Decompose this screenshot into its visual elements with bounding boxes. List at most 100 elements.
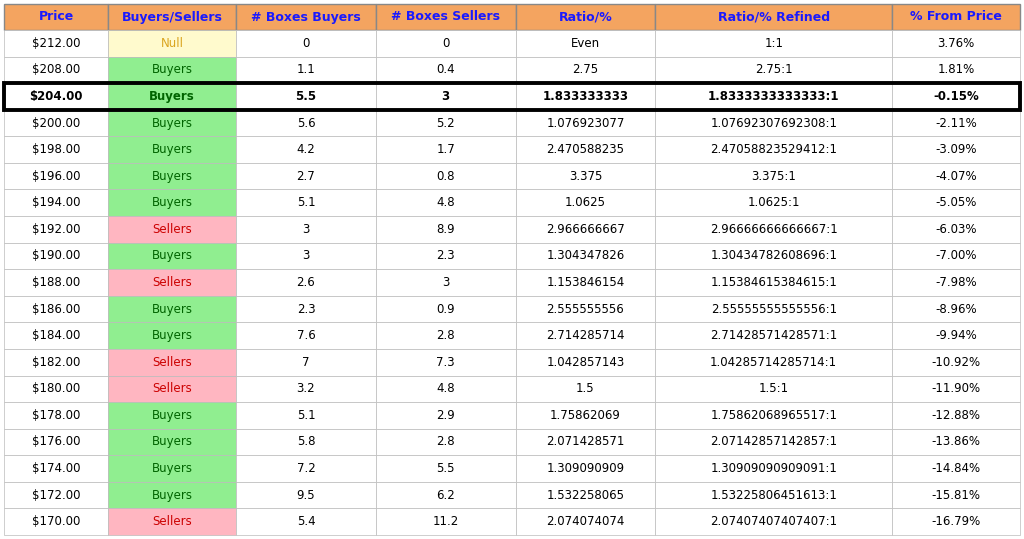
Text: 7.3: 7.3 [436, 356, 455, 369]
Bar [109, 110, 237, 136]
Bar [237, 402, 376, 429]
Bar [237, 110, 376, 136]
Text: 1.833333333: 1.833333333 [543, 90, 629, 103]
Bar [376, 57, 515, 83]
Text: -3.09%: -3.09% [935, 143, 977, 156]
Bar [237, 83, 376, 110]
Bar [892, 57, 1020, 83]
Text: $198.00: $198.00 [32, 143, 80, 156]
Bar [376, 4, 515, 30]
Bar [515, 269, 655, 296]
Text: 1.30909090909091:1: 1.30909090909091:1 [711, 462, 838, 475]
Text: 1.30434782608696:1: 1.30434782608696:1 [711, 250, 838, 262]
Bar [515, 349, 655, 376]
Text: 1.04285714285714:1: 1.04285714285714:1 [710, 356, 838, 369]
Text: Buyers: Buyers [152, 329, 193, 342]
Text: 5.4: 5.4 [297, 515, 315, 528]
Text: 0.8: 0.8 [436, 170, 455, 183]
Text: -16.79%: -16.79% [932, 515, 981, 528]
Text: 1:1: 1:1 [764, 37, 783, 50]
Text: 5.2: 5.2 [436, 116, 455, 129]
Bar [655, 322, 892, 349]
Text: -4.07%: -4.07% [935, 170, 977, 183]
Text: 1.5:1: 1.5:1 [759, 382, 788, 395]
Bar [4, 508, 109, 535]
Text: Buyers: Buyers [152, 196, 193, 209]
Text: $190.00: $190.00 [32, 250, 80, 262]
Bar [376, 110, 515, 136]
Text: 3.2: 3.2 [297, 382, 315, 395]
Bar [237, 455, 376, 482]
Text: 2.07407407407407:1: 2.07407407407407:1 [710, 515, 838, 528]
Bar [237, 508, 376, 535]
Text: Sellers: Sellers [153, 356, 193, 369]
Text: 1.1: 1.1 [297, 64, 315, 77]
Text: 1.0625:1: 1.0625:1 [748, 196, 800, 209]
Text: -6.03%: -6.03% [935, 223, 977, 236]
Text: 1.8333333333333:1: 1.8333333333333:1 [708, 90, 840, 103]
Text: 5.6: 5.6 [297, 116, 315, 129]
Bar [4, 243, 109, 269]
Text: 2.75:1: 2.75:1 [755, 64, 793, 77]
Text: 2.8: 2.8 [436, 329, 455, 342]
Bar [4, 402, 109, 429]
Bar [237, 322, 376, 349]
Text: 9.5: 9.5 [297, 489, 315, 502]
Text: 5.1: 5.1 [297, 196, 315, 209]
Bar [237, 482, 376, 508]
Text: 2.470588235: 2.470588235 [547, 143, 625, 156]
Bar [515, 508, 655, 535]
Text: $182.00: $182.00 [32, 356, 80, 369]
Bar [515, 190, 655, 216]
Bar [4, 269, 109, 296]
Bar [237, 216, 376, 243]
Text: -15.81%: -15.81% [932, 489, 981, 502]
Bar [109, 4, 237, 30]
Bar [892, 455, 1020, 482]
Bar [237, 429, 376, 455]
Text: 3: 3 [302, 250, 309, 262]
Text: 5.5: 5.5 [295, 90, 316, 103]
Bar [4, 216, 109, 243]
Text: 1.53225806451613:1: 1.53225806451613:1 [711, 489, 838, 502]
Bar [237, 376, 376, 402]
Bar [892, 322, 1020, 349]
Bar [376, 136, 515, 163]
Text: 4.2: 4.2 [297, 143, 315, 156]
Text: $200.00: $200.00 [32, 116, 80, 129]
Bar [4, 190, 109, 216]
Text: 3: 3 [442, 276, 450, 289]
Bar [109, 455, 237, 482]
Bar [109, 482, 237, 508]
Bar [109, 376, 237, 402]
Text: Ratio/% Refined: Ratio/% Refined [718, 10, 829, 24]
Text: $204.00: $204.00 [30, 90, 83, 103]
Text: 1.153846154: 1.153846154 [546, 276, 625, 289]
Bar [515, 322, 655, 349]
Bar [109, 322, 237, 349]
Bar [655, 402, 892, 429]
Text: Sellers: Sellers [153, 382, 193, 395]
Bar [376, 376, 515, 402]
Text: 3: 3 [441, 90, 450, 103]
Text: $196.00: $196.00 [32, 170, 80, 183]
Text: 0.9: 0.9 [436, 302, 455, 315]
Bar [655, 376, 892, 402]
Text: 2.07142857142857:1: 2.07142857142857:1 [710, 436, 838, 448]
Text: $176.00: $176.00 [32, 436, 80, 448]
Text: 1.5: 1.5 [577, 382, 595, 395]
Bar [4, 4, 109, 30]
Bar [515, 30, 655, 57]
Bar [515, 57, 655, 83]
Bar [655, 429, 892, 455]
Text: -7.00%: -7.00% [935, 250, 977, 262]
Bar [655, 482, 892, 508]
Text: 2.074074074: 2.074074074 [546, 515, 625, 528]
Bar [515, 4, 655, 30]
Text: 1.7: 1.7 [436, 143, 455, 156]
Bar [655, 163, 892, 190]
Bar [892, 349, 1020, 376]
Bar [655, 83, 892, 110]
Text: $186.00: $186.00 [32, 302, 80, 315]
Bar [4, 136, 109, 163]
